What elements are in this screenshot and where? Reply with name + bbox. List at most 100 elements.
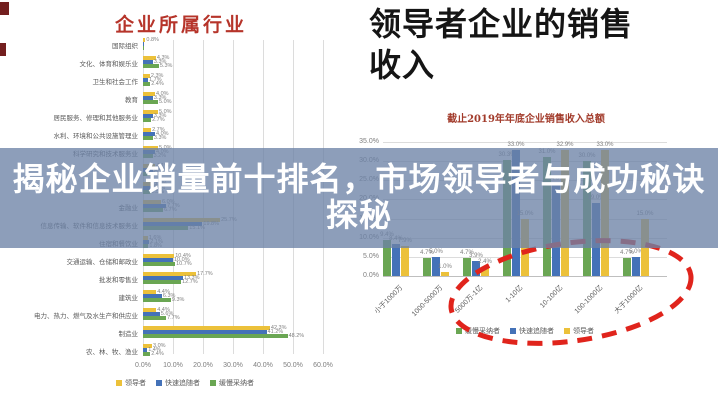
bar-value-label: 1.7% (149, 77, 162, 83)
bar (623, 257, 631, 276)
bar-value-label: 5.0% (159, 109, 172, 115)
bar (423, 257, 431, 276)
legend-swatch-icon (456, 328, 462, 334)
bar-value-label: 1.4% (148, 347, 161, 353)
bar (143, 96, 153, 100)
bar (143, 114, 153, 118)
bar-value-label: 10.0% (174, 257, 190, 263)
category-label: 国际组织 (112, 43, 138, 50)
bar (143, 280, 182, 284)
bar (143, 78, 149, 82)
bar (143, 56, 156, 60)
bar-value-label: 9.3% (171, 297, 185, 303)
bar-value-label: 3.3% (153, 59, 167, 65)
category-label: 教育 (125, 97, 138, 104)
bar (143, 262, 176, 266)
x-tick-label: 0.0% (135, 362, 151, 369)
bar (143, 334, 288, 338)
legend-swatch-icon (156, 380, 162, 386)
edge-artifact (0, 2, 9, 15)
bar-value-label: 4.7% (620, 249, 634, 256)
bar (143, 60, 153, 64)
legend-item: 快速追随者 (156, 378, 200, 388)
category-label: 居民服务、修理和其他服务业 (53, 115, 139, 122)
bar (143, 298, 171, 302)
bar (143, 38, 146, 42)
bar (432, 256, 440, 276)
legend-label: 快速追随者 (519, 328, 554, 335)
bar-value-label: 13.3% (183, 275, 200, 281)
bar (143, 146, 158, 150)
bar-value-label: 5.6% (160, 311, 174, 317)
bar-value-label: 3.3% (153, 135, 167, 141)
x-tick-label: 10.0% (163, 362, 183, 369)
bar (143, 100, 158, 104)
right-chart-subtitle: 截止2019年年底企业销售收入总额 (447, 114, 605, 125)
bar-value-label: 4.4% (157, 307, 170, 313)
bar (143, 82, 151, 86)
bar (143, 136, 153, 140)
legend-label: 缓慢采纳者 (465, 328, 500, 335)
bar-value-label: 10.7% (176, 261, 192, 267)
bar-value-label: 41.2% (267, 329, 284, 335)
y-tick-label: 5.0% (363, 252, 379, 260)
category-label: 卫生和社会工作 (92, 79, 139, 86)
bar-value-label: 7.7% (167, 315, 180, 321)
bar (143, 42, 144, 46)
bar-value-label: 0.8% (146, 37, 159, 43)
legend-swatch-icon (564, 328, 570, 334)
bar (143, 276, 183, 280)
bar (441, 272, 449, 276)
bar (401, 245, 409, 276)
category-label: 水利、环境和公共设施管理业 (53, 133, 139, 140)
bar (143, 352, 151, 356)
legend-item: 领导者 (116, 378, 146, 388)
bar-value-label: 4.0% (156, 91, 169, 97)
bar-value-label: 2.3% (150, 73, 164, 79)
bar-value-label: 33.0% (507, 141, 525, 148)
category-label: 农、林、牧、渔业 (86, 349, 138, 356)
legend-label: 缓慢采纳者 (219, 380, 254, 387)
gridline (383, 276, 667, 277)
bar-value-label: 2.7% (152, 127, 165, 133)
bar-value-label: 5.0% (159, 99, 172, 105)
legend-item: 领导者 (564, 326, 594, 336)
bar-value-label: 5.0% (429, 248, 443, 255)
bar (143, 330, 267, 334)
category-label: 电力、热力、燃气及水生产和供应业 (34, 313, 138, 320)
right-chart-title: 领导者企业的销售收入 (369, 5, 634, 84)
legend-item: 缓慢采纳者 (456, 326, 500, 336)
category-label: 交通运输、仓储和邮政业 (66, 259, 139, 266)
headline-line-2: 探秘 (325, 197, 392, 233)
bar (143, 308, 157, 312)
chart-legend: 缓慢采纳者 快速追随者 领导者 (383, 326, 667, 336)
category-label: 批发和零售业 (99, 277, 138, 284)
bar (143, 110, 158, 114)
bar (392, 243, 400, 276)
bar (143, 118, 152, 122)
y-tick-label: 35.0% (359, 137, 379, 145)
bar-value-label: 4.7% (420, 249, 434, 256)
bar-value-label: 12.7% (182, 279, 198, 285)
bar-value-label: 42.3% (270, 325, 287, 331)
bar-value-label: 3.3% (153, 113, 167, 119)
bar-value-label: 1.0% (438, 264, 452, 271)
bar (143, 312, 160, 316)
bar-value-label: 4.0% (156, 131, 169, 137)
category-label: 文化、体育和娱乐业 (79, 61, 139, 68)
red-dashed-ellipse-annotation (448, 238, 694, 346)
bar-value-label: 3.0% (153, 343, 166, 349)
bar (143, 74, 150, 78)
bar-value-label: 2.4% (151, 81, 164, 87)
ellipse-shape (448, 238, 694, 346)
category-label: 制造业 (118, 331, 139, 338)
bar (143, 64, 159, 68)
bar (143, 258, 173, 262)
bar (143, 344, 152, 348)
legend-item: 缓慢采纳者 (210, 378, 254, 388)
bar (463, 257, 471, 276)
bar (383, 239, 391, 276)
bar-value-label: 6.3% (162, 293, 176, 299)
bar (481, 266, 489, 276)
